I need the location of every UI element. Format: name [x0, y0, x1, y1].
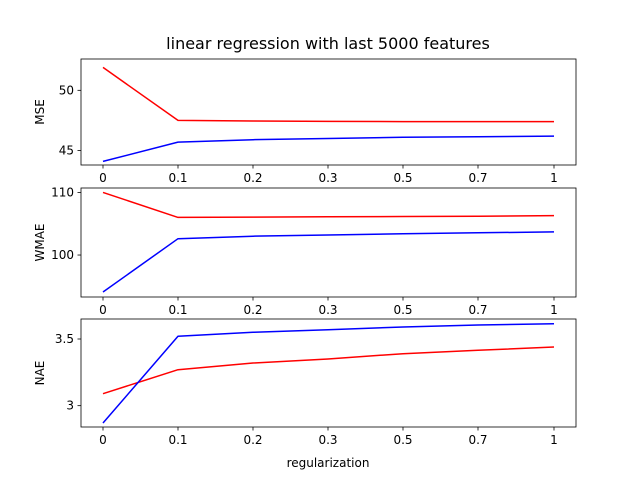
x-tick-label: 1: [550, 303, 558, 317]
x-tick-label: 0.7: [468, 433, 487, 447]
series-line-red: [102, 66, 554, 123]
x-tick-label: 0.1: [168, 303, 187, 317]
x-tick-label: 0.7: [468, 171, 487, 185]
x-axis-label: regularization: [287, 456, 370, 470]
series-line-blue: [102, 135, 555, 163]
x-tick-label: 0.3: [318, 303, 337, 317]
x-tick-label: 1: [550, 171, 558, 185]
y-tick-label: 50: [59, 83, 74, 97]
x-tick-label: 0.3: [318, 171, 337, 185]
x-tick-label: 0.2: [243, 303, 262, 317]
x-tick-label: 0: [99, 303, 107, 317]
y-tick-label: 45: [59, 144, 74, 158]
x-tick-label: 0.5: [393, 171, 412, 185]
y-axis-label: NAE: [33, 361, 47, 386]
chart-title: linear regression with last 5000 feature…: [166, 34, 490, 53]
subplot-mse: 0 0.1 0.2 0.3 0.5 0.7 1 45 50 MSE: [33, 58, 577, 185]
series-line-red: [102, 191, 555, 219]
plot-frame: [80, 318, 577, 428]
plot-frame: [80, 187, 577, 298]
x-tick-label: 0.7: [468, 303, 487, 317]
y-tick-label: 3.5: [55, 332, 74, 346]
series-line-blue: [102, 322, 555, 424]
x-tick-label: 0: [99, 171, 107, 185]
x-tick-label: 0.2: [243, 433, 262, 447]
y-tick-label: 100: [51, 248, 74, 262]
subplot-wmae: 0 0.1 0.2 0.3 0.5 0.7 1 100 110 WMAE: [33, 185, 577, 317]
x-tick-label: 0.3: [318, 433, 337, 447]
x-tick-label: 0: [99, 433, 107, 447]
y-tick-label: 110: [51, 185, 74, 199]
y-axis-label: MSE: [33, 99, 47, 125]
series-line-blue: [102, 231, 555, 293]
x-tick-label: 0.1: [168, 171, 187, 185]
series-line-red: [102, 346, 555, 395]
x-tick-label: 0.2: [243, 171, 262, 185]
y-tick-label: 3: [66, 399, 74, 413]
subplot-nae: 0 0.1 0.2 0.3 0.5 0.7 1 3 3.5 NAE: [33, 318, 577, 447]
x-tick-label: 0.5: [393, 433, 412, 447]
x-tick-label: 0.1: [168, 433, 187, 447]
y-axis-label: WMAE: [33, 223, 47, 261]
plot-frame: [80, 58, 577, 166]
x-tick-label: 1: [550, 433, 558, 447]
x-tick-label: 0.5: [393, 303, 412, 317]
